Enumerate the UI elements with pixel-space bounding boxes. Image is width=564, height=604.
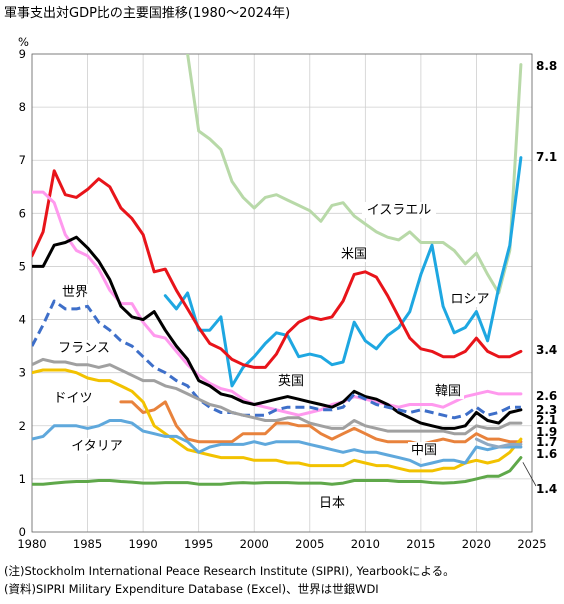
series-line <box>32 169 523 369</box>
series-label: ロシア <box>450 292 489 307</box>
y-tick-label: 9 <box>19 47 26 61</box>
x-tick-label: 2025 <box>517 537 546 551</box>
series-label: 韓国 <box>435 384 461 399</box>
series-label: フランス <box>58 341 110 356</box>
note-source: (注)Stockholm International Peace Researc… <box>4 564 455 578</box>
series-label-bg <box>275 373 307 389</box>
series-line <box>32 368 523 473</box>
y-tick-label: 3 <box>19 366 26 380</box>
x-tick-label: 2010 <box>351 537 380 551</box>
series-label-bg <box>447 291 493 307</box>
series-label: 中国 <box>411 443 437 458</box>
series-line <box>186 54 523 295</box>
series-label-bg <box>408 442 440 458</box>
y-tick-label: 0 <box>19 525 26 539</box>
series-line <box>32 357 523 436</box>
y-tick-label: 2 <box>19 419 26 433</box>
y-tick-label: 5 <box>19 259 26 273</box>
end-value-label: 1.4 <box>536 482 557 496</box>
chart-notes: (注)Stockholm International Peace Researc… <box>4 562 455 598</box>
x-tick-label: 1980 <box>17 537 46 551</box>
end-value-label: 2.1 <box>536 413 557 427</box>
y-tick-label: 8 <box>19 100 26 114</box>
y-tick-label: 1 <box>19 472 26 486</box>
series-label: 日本 <box>319 496 345 511</box>
end-value-label: 2.3 <box>536 403 557 417</box>
series-label: イタリア <box>71 439 122 454</box>
series-label-bg <box>338 246 370 262</box>
series-line <box>32 456 523 486</box>
x-tick-label: 1990 <box>128 537 157 551</box>
y-axis-label: % <box>18 35 29 49</box>
series-label-bg <box>50 390 96 406</box>
x-tick-label: 1995 <box>184 537 213 551</box>
series-line <box>32 235 523 430</box>
series-line <box>32 419 523 468</box>
end-value-label: 3.4 <box>536 343 557 357</box>
x-tick-label: 2015 <box>406 537 435 551</box>
series-label: イスラエル <box>367 203 432 218</box>
x-tick-label: 2000 <box>240 537 269 551</box>
series-label-bg <box>59 284 91 300</box>
series-label-bg <box>54 340 114 356</box>
end-value-label: 1.6 <box>536 447 557 461</box>
series-line <box>32 299 521 420</box>
series-label-bg <box>362 202 436 218</box>
y-tick-label: 6 <box>19 206 26 220</box>
series-label-bg <box>67 438 127 454</box>
y-tick-label: 7 <box>19 153 26 167</box>
end-value-label: 1.7 <box>536 435 557 449</box>
chart-title: 軍事支出対GDP比の主要国推移(1980〜2024年) <box>4 6 291 21</box>
series-label: 米国 <box>341 247 367 262</box>
x-tick-label: 2020 <box>462 537 491 551</box>
end-value-label: 7.1 <box>536 150 557 164</box>
note-data: (資料)SIPRI Military Expenditure Database … <box>4 582 379 596</box>
plot-frame <box>31 53 533 533</box>
y-tick-label: 4 <box>19 313 26 327</box>
x-tick-label: 1985 <box>73 537 102 551</box>
series-label: 英国 <box>278 374 304 389</box>
series-line <box>163 156 523 388</box>
end-value-label: 2.6 <box>536 389 557 403</box>
series-label-bg <box>432 383 464 399</box>
end-value-label: 8.8 <box>536 59 557 73</box>
series-label: ドイツ <box>53 391 92 406</box>
x-tick-label: 2005 <box>295 537 324 551</box>
series-line <box>119 400 523 446</box>
series-label-bg <box>316 495 348 511</box>
series-line <box>474 437 523 449</box>
end-value-label: 1.9 <box>536 425 557 439</box>
series-label: 世界 <box>62 285 88 300</box>
end-label-leader <box>522 462 537 487</box>
